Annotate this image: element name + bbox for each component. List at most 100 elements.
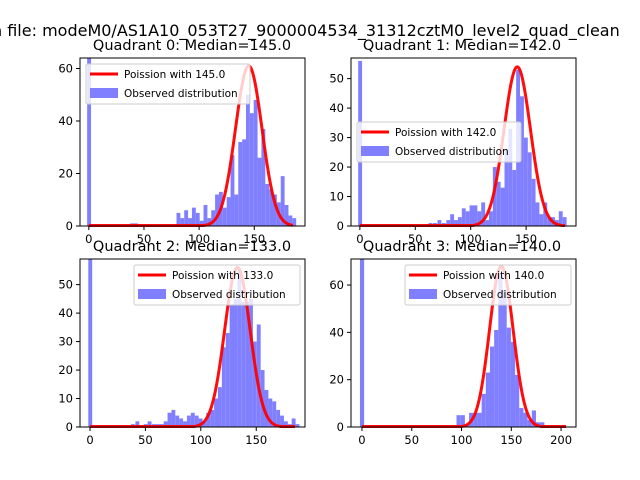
histogram-bar xyxy=(531,410,536,427)
histogram-bar xyxy=(87,58,92,226)
histogram-bar xyxy=(535,202,540,226)
legend-box xyxy=(404,264,572,306)
histogram-bar xyxy=(194,415,199,427)
histogram-bar xyxy=(295,424,300,427)
histogram-bar xyxy=(510,341,516,427)
histogram-bar xyxy=(492,167,497,226)
histogram-bar xyxy=(180,218,185,227)
x-tick-label: 50 xyxy=(138,433,153,447)
histogram-bar xyxy=(242,139,246,227)
histogram-bar xyxy=(477,412,482,427)
histogram-bar xyxy=(512,170,517,226)
histogram-bar xyxy=(273,194,277,226)
histogram-bar xyxy=(269,189,274,226)
subplot-title: Quadrant 2: Median=133.0 xyxy=(93,239,291,255)
histogram-bar xyxy=(225,333,230,427)
histogram-bar xyxy=(198,418,203,427)
quadrant-0-plot: 0 50 100 150 0 20 40 60 Poission with 145.0 Obser… xyxy=(58,57,306,246)
y-tick-label: 10 xyxy=(58,392,73,406)
histogram-bar xyxy=(226,197,231,227)
histogram-bar xyxy=(183,421,187,427)
histogram-bar xyxy=(488,211,493,226)
histogram-bar xyxy=(437,220,442,226)
histogram-bar xyxy=(265,184,270,226)
histogram-bar xyxy=(284,205,289,226)
histogram-bar xyxy=(188,218,192,227)
y-tick-label: 10 xyxy=(329,190,344,204)
histogram-bar xyxy=(502,289,507,427)
histogram-bar xyxy=(175,415,180,427)
histogram-bar xyxy=(473,412,478,427)
subplot-quadrant-0: Quadrant 0: Median=145.0 0 50 100 150 0 20 40 6… xyxy=(58,38,306,246)
histogram-bar xyxy=(498,273,503,427)
histogram-bar xyxy=(519,408,524,427)
legend-histogram-label: Observed distribution xyxy=(124,88,238,100)
histogram-bar xyxy=(540,422,545,427)
histogram-bar xyxy=(500,187,505,226)
histogram-bar xyxy=(210,409,215,427)
histogram-bar xyxy=(245,301,250,427)
x-tick-label: 100 xyxy=(190,433,212,447)
y-tick-label: 20 xyxy=(329,160,344,174)
histogram-bar xyxy=(222,207,227,227)
x-tick-label: 50 xyxy=(137,232,152,246)
quadrant-1-plot: 0 50 100 150 0 10 20 30 40 50 Poission with 142.0 O… xyxy=(329,57,577,246)
histogram-bar xyxy=(527,152,532,226)
axes-frame xyxy=(79,258,306,428)
y-tick-label: 0 xyxy=(66,420,73,434)
histogram-bar xyxy=(547,217,552,226)
histogram-bar xyxy=(234,194,239,226)
histogram-bar xyxy=(527,419,532,427)
histogram-bar xyxy=(523,412,528,427)
x-tick-label: 0 xyxy=(356,232,363,246)
histogram-bar xyxy=(485,220,489,226)
legend-poisson-label: Poission with 140.0 xyxy=(443,270,544,282)
histogram-bar xyxy=(261,128,266,227)
histogram-bar xyxy=(276,409,281,427)
quadrant-2-plot: 0 50 100 150 0 10 20 30 40 50 Poission with 133.0 O… xyxy=(58,258,306,447)
histogram-bar xyxy=(489,346,495,427)
legend-box xyxy=(133,264,301,306)
histogram-bar xyxy=(531,178,536,226)
histogram-bar xyxy=(202,421,207,427)
legend-histogram-swatch xyxy=(361,146,389,156)
histogram-bar xyxy=(520,96,524,226)
histogram-bar xyxy=(280,415,284,427)
histogram-bar xyxy=(171,409,176,427)
histogram-bar xyxy=(215,194,219,226)
histogram-bar xyxy=(268,398,273,427)
histogram-bar xyxy=(238,142,243,226)
histogram-bar xyxy=(245,94,250,226)
x-tick-label: 150 xyxy=(500,433,522,447)
histogram-bar xyxy=(457,217,462,226)
y-tick-label: 20 xyxy=(329,373,344,387)
legend-box xyxy=(85,63,251,105)
y-tick-label: 30 xyxy=(329,131,344,145)
histogram-bar xyxy=(450,214,455,226)
x-tick-label: 100 xyxy=(451,433,473,447)
y-tick-label: 20 xyxy=(58,167,73,181)
subplot-quadrant-2: Quadrant 2: Median=133.0 0 50 100 150 0 10 20 3… xyxy=(58,239,306,447)
legend-histogram-swatch xyxy=(138,289,166,299)
histogram-bar xyxy=(191,207,196,227)
x-tick-label: 100 xyxy=(460,232,482,246)
histogram-bar xyxy=(481,393,486,427)
histogram-bar xyxy=(506,327,511,427)
legend-histogram-swatch xyxy=(409,289,437,299)
histogram-bar xyxy=(562,217,567,226)
histogram-bar xyxy=(179,418,184,427)
x-tick-label: 150 xyxy=(245,433,267,447)
legend-poisson-label: Poission with 145.0 xyxy=(124,69,225,81)
histogram-bar xyxy=(446,220,451,226)
x-tick-label: 0 xyxy=(86,433,93,447)
histogram-bar xyxy=(229,304,234,427)
histogram-bar xyxy=(203,205,208,226)
subplot-title: Quadrant 3: Median=140.0 xyxy=(363,239,561,255)
histogram-bar xyxy=(199,220,204,226)
y-tick-label: 40 xyxy=(58,114,73,128)
legend-histogram-label: Observed distribution xyxy=(443,289,557,301)
legend-histogram-label: Observed distribution xyxy=(395,146,509,158)
histogram-bar xyxy=(241,301,246,427)
y-tick-label: 30 xyxy=(58,335,73,349)
x-tick-label: 150 xyxy=(515,232,537,246)
